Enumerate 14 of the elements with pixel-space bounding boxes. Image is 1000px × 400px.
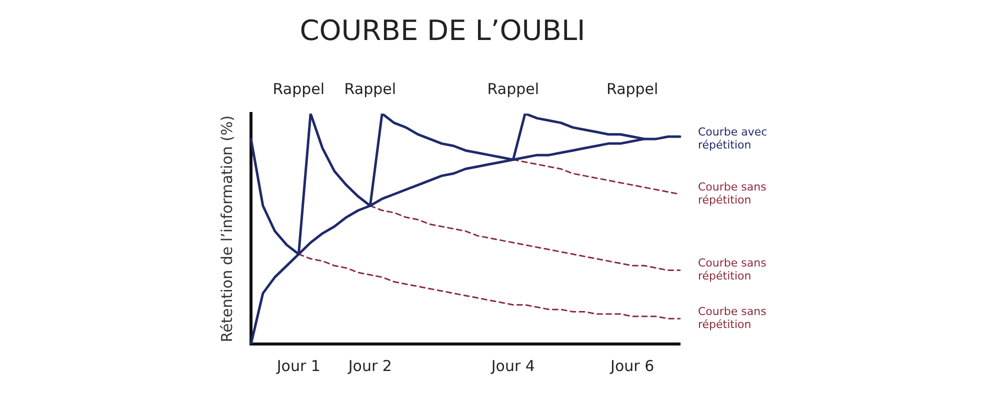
- series-label: Courbe sans répétition: [698, 305, 767, 332]
- text: Rappel: [606, 80, 658, 98]
- series-label: Courbe sans répétition: [698, 256, 767, 283]
- x-tick-label: Jour 1: [276, 356, 320, 375]
- chart-title: COURBE DE L’OUBLI: [300, 14, 586, 48]
- x-tick-label: Jour 2: [347, 356, 392, 375]
- text: Rappel: [272, 80, 325, 98]
- x-tick-label: Jour 4: [490, 356, 535, 375]
- y-axis-title: Rétention de l’information (%): [218, 115, 236, 342]
- x-tick-label: Jour 6: [610, 356, 654, 375]
- text: Rappel: [487, 80, 540, 98]
- series-label: Courbe sans répétition: [698, 180, 767, 207]
- text: Rappel: [344, 80, 396, 98]
- text: Courbe avec répétition: [698, 125, 768, 152]
